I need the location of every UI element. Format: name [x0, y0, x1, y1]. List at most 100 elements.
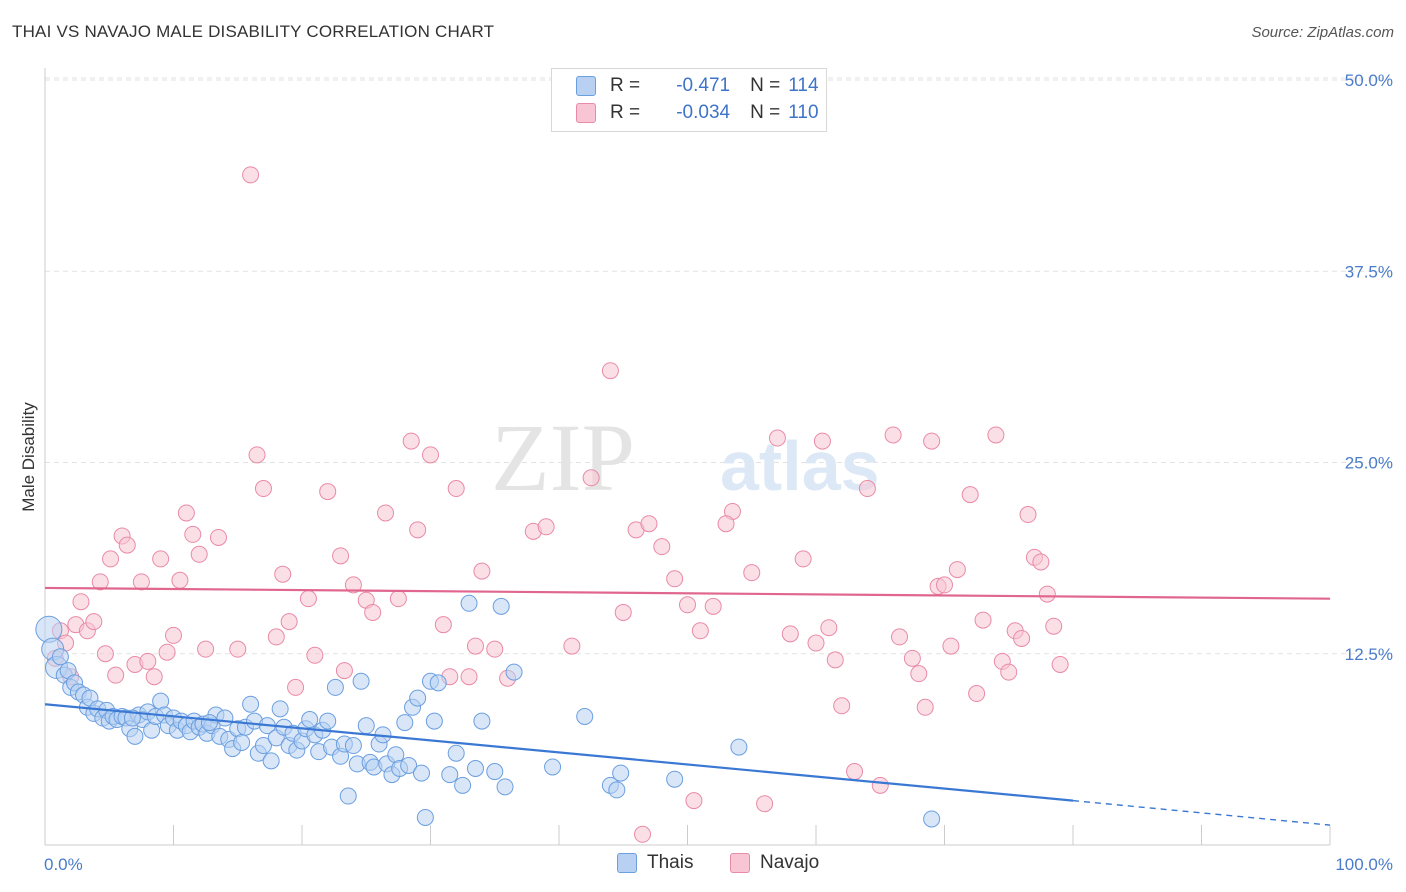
y-tick-label: 50.0%	[1345, 71, 1393, 90]
navajo-point	[274, 565, 292, 583]
thais-point	[271, 700, 289, 718]
thais-point	[233, 733, 251, 751]
navajo-point	[102, 550, 120, 568]
navajo-point	[891, 628, 909, 646]
y-tick-label: 25.0%	[1345, 454, 1393, 473]
y-tick-label: 37.5%	[1345, 262, 1393, 281]
navajo-point	[563, 637, 581, 655]
navajo-point	[691, 622, 709, 640]
source-label: Source: ZipAtlas.com	[1251, 24, 1394, 41]
navajo-point	[447, 480, 465, 498]
thais-point	[447, 744, 465, 762]
navajo-point	[1000, 663, 1018, 681]
navajo-point	[118, 536, 136, 554]
navajo-point	[582, 469, 600, 487]
legend-swatch-navajo	[576, 103, 596, 123]
navajo-point	[85, 613, 103, 631]
y-tick-label: 12.5%	[1345, 645, 1393, 664]
grid-lines	[45, 77, 1390, 655]
navajo-point	[1013, 629, 1031, 647]
navajo-point	[280, 613, 298, 631]
watermark-zip: ZIP	[491, 404, 635, 511]
navajo-point	[171, 571, 189, 589]
navajo-point	[884, 426, 902, 444]
navajo-point	[948, 561, 966, 579]
x-tick-marks	[44, 825, 1331, 845]
thais-point	[126, 727, 144, 745]
thais-point	[544, 758, 562, 776]
navajo-point	[910, 665, 928, 683]
legend-n-label: N =	[750, 75, 781, 96]
thais-point	[466, 760, 484, 777]
y-tick-labels: 12.5% 25.0% 37.5% 50.0%	[1345, 71, 1393, 664]
thais-point	[216, 709, 234, 727]
navajo-point	[704, 597, 722, 615]
navajo-point	[72, 593, 90, 611]
navajo-point	[402, 432, 420, 450]
navajo-point	[319, 483, 337, 501]
bottom-legend-label-navajo: Navajo	[760, 852, 820, 873]
navajo-point	[666, 570, 684, 588]
navajo-point	[197, 640, 215, 658]
navajo-point	[601, 362, 619, 380]
navajo-point	[846, 763, 864, 781]
navajo-point	[177, 504, 195, 522]
y-axis-label: Male Disability	[19, 402, 38, 512]
x-tick-label-max: 100.0%	[1335, 855, 1393, 874]
thais-point	[242, 695, 260, 713]
navajo-point	[335, 662, 353, 680]
thais-point	[473, 712, 491, 730]
legend: R = -0.471 N = 114 R = -0.034 N = 110	[551, 68, 827, 132]
navajo-point	[653, 538, 671, 556]
navajo-point	[640, 515, 658, 533]
navajo-point	[422, 446, 439, 464]
bottom-legend-swatch-thais	[617, 853, 637, 873]
navajo-point	[717, 515, 735, 533]
thais-point	[400, 756, 418, 774]
navajo-point	[685, 792, 703, 810]
navajo-point	[434, 616, 452, 634]
navajo-point	[267, 628, 285, 646]
thais-point	[262, 752, 280, 770]
navajo-point	[833, 697, 851, 715]
thais-point	[454, 776, 472, 794]
thais-point	[425, 712, 443, 730]
navajo-point	[813, 432, 831, 450]
navajo-point	[377, 504, 395, 522]
navajo-point	[923, 432, 941, 450]
thais-point	[301, 711, 319, 729]
navajo-point	[364, 603, 382, 621]
navajo-point	[987, 426, 1005, 444]
navajo-point	[460, 668, 478, 686]
navajo-point	[858, 480, 876, 498]
navajo-point	[756, 795, 774, 813]
navajo-point	[139, 652, 157, 670]
thais-point	[51, 648, 69, 666]
navajo-point	[961, 486, 979, 504]
thais-point	[319, 712, 337, 730]
thais-point	[612, 764, 630, 782]
navajo-point	[743, 564, 761, 582]
navajo-point	[936, 576, 953, 594]
navajo-point	[968, 685, 986, 703]
navajo-point	[389, 590, 407, 608]
navajo-point	[152, 550, 170, 568]
navajo-point	[96, 645, 114, 663]
navajo-point	[537, 518, 555, 536]
navajo-point	[1038, 585, 1056, 603]
navajo-points	[46, 166, 1069, 843]
thais-point	[416, 808, 434, 826]
thais-point	[352, 672, 370, 690]
navajo-point	[794, 550, 812, 568]
bottom-legend-swatch-navajo	[730, 853, 750, 873]
navajo-point	[614, 603, 632, 621]
navajo-point	[826, 651, 844, 669]
navajo-point	[254, 480, 272, 498]
thais-point	[339, 787, 357, 805]
thais-point	[730, 738, 748, 756]
legend-r-label: R =	[610, 75, 641, 96]
navajo-point	[916, 698, 934, 716]
legend-n-label: N =	[750, 102, 781, 123]
thais-point	[200, 714, 218, 732]
legend-row-thais: R = -0.471 N = 114	[576, 74, 819, 98]
